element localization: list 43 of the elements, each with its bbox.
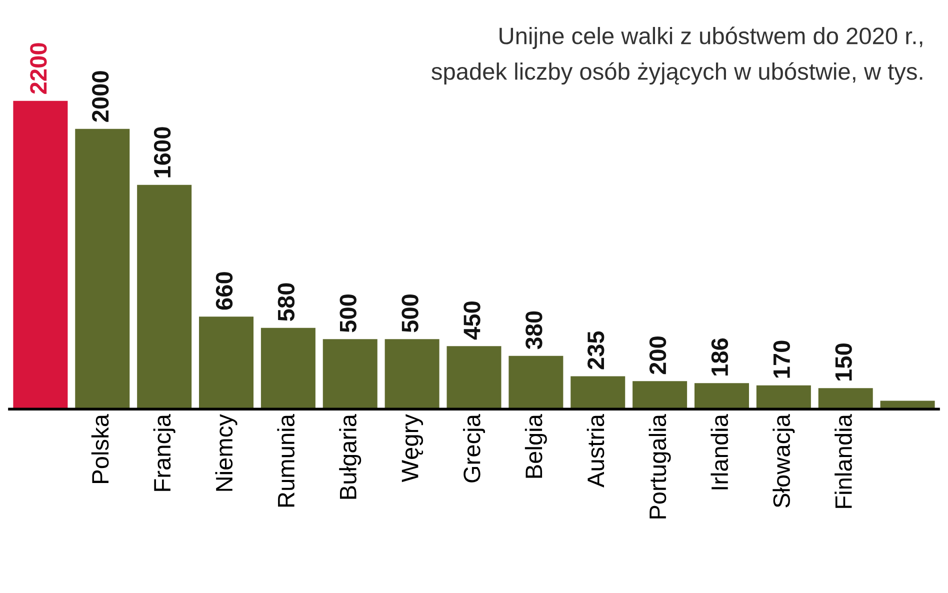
x-tick-label: Niemcy [215, 414, 238, 491]
data-label: 2200 [30, 43, 47, 94]
data-label: 170 [773, 340, 790, 378]
x-tick-label: Słowacja [772, 414, 795, 508]
data-label: 580 [278, 283, 295, 321]
data-label: 186 [711, 338, 728, 376]
data-label: 500 [402, 294, 418, 332]
data-label: 500 [340, 294, 356, 332]
data-label: 150 [835, 344, 852, 380]
data-label: 235 [587, 331, 604, 370]
bar [199, 316, 254, 410]
bar [384, 339, 440, 410]
chart-subtitle: spadek liczby osób żyjących w ubóstwie, w tys. [432, 62, 922, 85]
bar [446, 346, 502, 410]
x-tick-label: Węgry [402, 414, 424, 482]
x-tick-label: Irlandia [710, 414, 728, 490]
bar [756, 385, 811, 410]
bar [818, 388, 873, 410]
data-label: 380 [526, 311, 542, 350]
bar [570, 376, 626, 410]
x-tick-label: Grecja [462, 414, 486, 482]
data-label: 200 [649, 336, 666, 374]
x-tick-label: Portugalia [648, 414, 671, 518]
bar [632, 381, 688, 410]
bar [322, 339, 378, 410]
bar [694, 383, 749, 410]
x-tick-label: Bułgaria [339, 414, 362, 499]
x-tick-label: Belgia [524, 414, 547, 478]
data-label: 1600 [154, 127, 171, 178]
bar [137, 184, 192, 410]
x-tick-label: Rumunia [277, 414, 295, 507]
data-label: 450 [464, 302, 480, 340]
data-label: 2000 [92, 71, 109, 122]
bar [260, 328, 316, 410]
bar [75, 128, 130, 410]
data-label: 660 [216, 272, 233, 310]
bar [13, 100, 68, 410]
x-tick-label: Austria [586, 414, 604, 488]
x-tick-label: Polska [91, 414, 109, 483]
x-tick-label: Finlandia [834, 414, 852, 508]
chart-title: Unijne cele walki z ubóstwem do 2020 r., [500, 26, 922, 49]
x-tick-label: Francja [153, 414, 176, 491]
bar [508, 356, 564, 410]
